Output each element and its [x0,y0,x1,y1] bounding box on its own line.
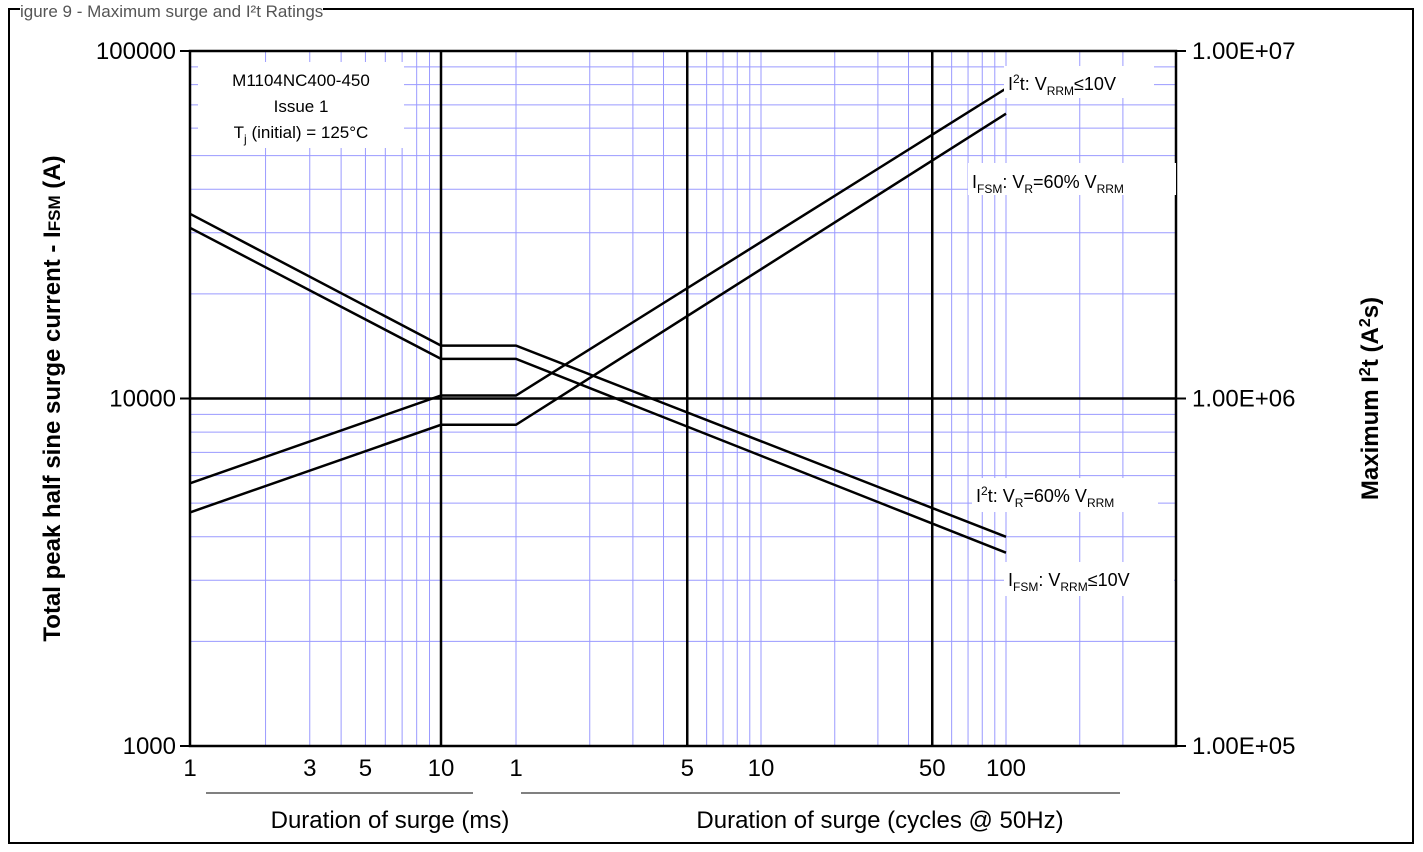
series-label-3: I2t: VR=60% VRRM [976,484,1114,510]
y-tick-label-right: 1.00E+06 [1192,386,1295,413]
info-box [198,62,404,148]
figure-caption: igure 9 - Maximum surge and I²t Ratings [20,2,324,22]
x-axis-label-ms: Duration of surge (ms) [271,807,510,834]
series-line-3 [189,112,1007,514]
x-tick-label: 10 [428,755,455,782]
series-label-2: IFSM: VR=60% VRRM [972,172,1124,196]
x-tick-label: 5 [359,755,372,782]
x-axis-label-cycles: Duration of surge (cycles @ 50Hz) [696,807,1063,834]
series-label-4: IFSM: VRRM≤10V [1008,570,1130,594]
x-tick-label: 1 [183,755,196,782]
y-axis-label-left: Total peak half sine surge current - IFS… [39,155,66,641]
x-tick-label: 5 [681,755,694,782]
y-axis-label-right: Maximum I2t (A2s) [1357,297,1384,500]
y-tick-label-left: 10000 [109,386,176,413]
x-tick-label: 1 [509,755,522,782]
y-tick-label-left: 1000 [123,733,176,760]
legend-bg [1004,562,1174,596]
y-tick-label-left: 100000 [96,38,176,65]
series-line-1 [189,87,1007,485]
series-line-2 [189,226,1007,554]
x-tick-label: 10 [748,755,775,782]
y-tick-label-right: 1.00E+07 [1192,38,1295,65]
legend-bg [1004,66,1154,98]
chart-frame: igure 9 - Maximum surge and I²t Ratings … [8,2,1414,844]
legend-bg [968,163,1176,195]
legend-bg [972,478,1158,512]
series-label-1: I2t: VRRM≤10V [1008,72,1116,98]
x-tick-label: 3 [303,755,316,782]
y-tick-label-right: 1.00E+05 [1192,733,1295,760]
x-tick-label: 50 [919,755,946,782]
info-box-line: M1104NC400-450 [232,71,370,90]
surge-rating-chart: 100000 10000 1000 1.00E+07 1.00E+06 1.00E+05 1… [39,38,1384,834]
info-box-line: Tj (initial) = 125°C [234,123,369,146]
info-box-line: Issue 1 [274,97,329,116]
x-tick-label: 100 [986,755,1026,782]
series-line-4 [189,212,1007,538]
